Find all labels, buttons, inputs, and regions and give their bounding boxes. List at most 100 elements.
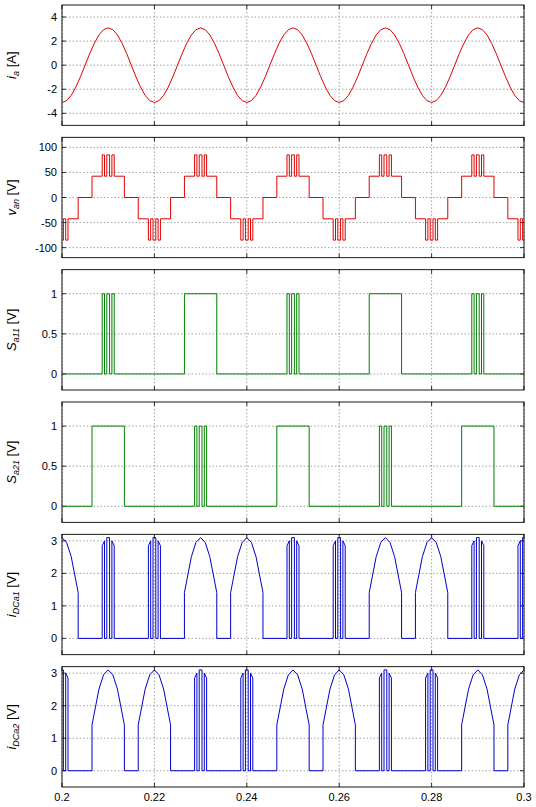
tick	[431, 386, 432, 390]
tick	[520, 147, 524, 148]
grid-line	[246, 5, 247, 125]
grid-line	[62, 540, 524, 541]
tick	[246, 518, 247, 522]
tick	[339, 783, 340, 787]
tick-label: 0.28	[421, 791, 442, 803]
plot-area	[62, 5, 524, 125]
tick	[246, 651, 247, 655]
grid-line	[62, 172, 524, 173]
axis-label: ia [A]	[4, 51, 21, 78]
tick	[339, 5, 340, 9]
grid-line	[62, 573, 524, 574]
panel: 0123iDCa1 [V]	[4, 534, 524, 654]
tick	[520, 770, 524, 771]
tick-label: 0.5	[42, 328, 57, 340]
grid-line	[431, 534, 432, 654]
grid-line	[62, 673, 524, 674]
tick	[520, 41, 524, 42]
grid-line	[62, 89, 524, 90]
axis-label: iDCa2 [V]	[4, 704, 21, 749]
tick	[62, 41, 66, 42]
tick-label: 1	[51, 600, 57, 612]
tick	[246, 386, 247, 390]
tick	[339, 651, 340, 655]
tick	[246, 783, 247, 787]
grid-line	[62, 738, 524, 739]
axis-label: Sa21 [V]	[4, 441, 21, 484]
data-group	[62, 426, 524, 506]
grid-line	[246, 137, 247, 257]
axis-label: van [V]	[4, 179, 21, 215]
panel: 0.20.220.240.260.280.30123iDCa2 [V]	[4, 667, 532, 803]
tick	[62, 426, 66, 427]
grid-line	[431, 667, 432, 787]
tick	[62, 113, 66, 114]
tick-label: 1	[51, 288, 57, 300]
line	[62, 426, 524, 506]
tick-label: 100	[39, 141, 57, 153]
plot-area	[62, 270, 524, 390]
tick-label: 0	[51, 765, 57, 777]
tick	[62, 89, 66, 90]
panel: -4-2024ia [A]	[4, 5, 524, 125]
grid-line	[246, 270, 247, 390]
line	[62, 155, 524, 240]
tick-label: 3	[51, 667, 57, 679]
tick	[62, 293, 66, 294]
grid-line	[62, 466, 524, 467]
tick	[62, 197, 66, 198]
grid-line	[62, 333, 524, 334]
grid-line	[431, 5, 432, 125]
grid-line	[154, 270, 155, 390]
frame	[62, 402, 524, 522]
tick-label: 0	[51, 368, 57, 380]
tick	[62, 147, 66, 148]
tick-label: 3	[51, 535, 57, 547]
tick	[520, 466, 524, 467]
tick	[246, 5, 247, 9]
tick	[339, 386, 340, 390]
axis-label: Sa11 [V]	[4, 309, 21, 352]
tick	[431, 254, 432, 258]
grid-line	[154, 534, 155, 654]
tick	[246, 402, 247, 406]
plot-area	[62, 534, 524, 654]
tick-label: 4	[51, 11, 57, 23]
grid-line	[154, 667, 155, 787]
tick	[431, 270, 432, 274]
tick	[154, 651, 155, 655]
line	[62, 538, 524, 639]
tick-label: 0	[51, 59, 57, 71]
grid-line	[339, 534, 340, 654]
tick	[339, 402, 340, 406]
tick	[154, 5, 155, 9]
tick	[62, 333, 66, 334]
tick	[62, 172, 66, 173]
grid-line	[339, 402, 340, 522]
tick-label: 0.26	[328, 791, 349, 803]
grid-line	[431, 137, 432, 257]
tick	[431, 402, 432, 406]
tick	[62, 247, 66, 248]
tick	[520, 738, 524, 739]
tick	[154, 518, 155, 522]
grid-line	[246, 667, 247, 787]
tick	[154, 254, 155, 258]
grid-line	[62, 17, 524, 18]
panel: -100-50050100van [V]	[4, 137, 524, 257]
grid-line	[62, 605, 524, 606]
tick	[246, 137, 247, 141]
frame	[62, 667, 524, 787]
tick	[431, 137, 432, 141]
tick	[154, 386, 155, 390]
tick-label: 1	[51, 420, 57, 432]
frame	[62, 270, 524, 390]
grid-line	[62, 147, 524, 148]
frame	[62, 534, 524, 654]
tick	[520, 65, 524, 66]
grid-line	[62, 222, 524, 223]
tick-label: 0.2	[54, 791, 69, 803]
tick	[154, 137, 155, 141]
line	[62, 294, 524, 374]
tick	[431, 651, 432, 655]
